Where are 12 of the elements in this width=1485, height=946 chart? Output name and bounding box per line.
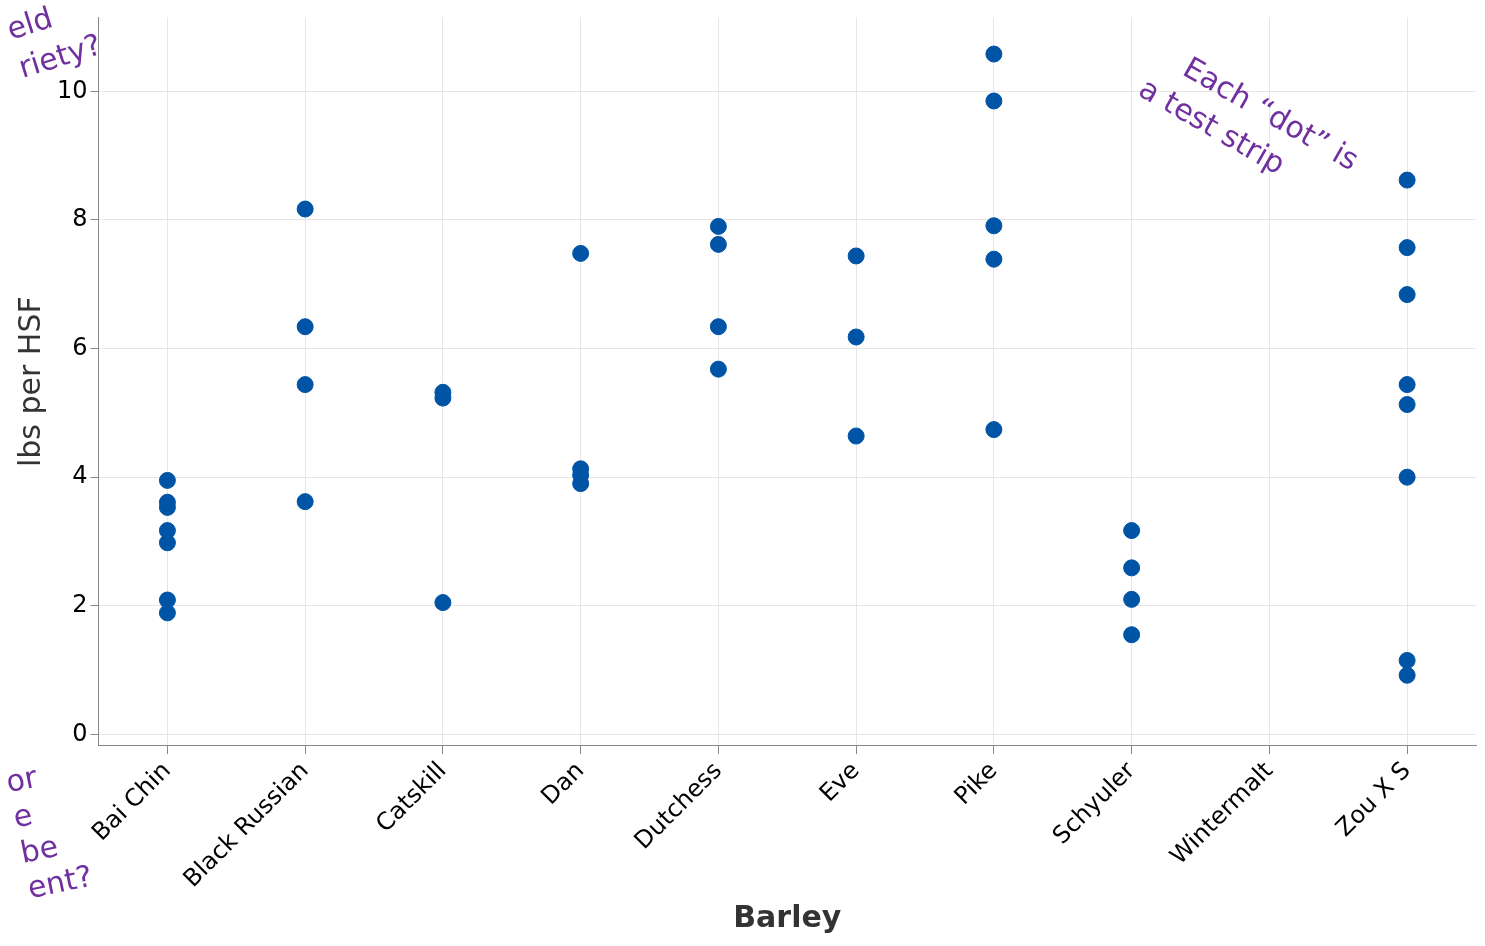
y-tick-label: 6 [72, 332, 88, 361]
y-axis-title: lbs per HSF [11, 296, 47, 468]
x-axis-title: Barley [733, 898, 842, 934]
x-tick-label: Zou X S [1330, 756, 1416, 842]
x-tick-label: Dan [535, 756, 590, 811]
x-tick-label: Pike [948, 756, 1003, 811]
y-tick-label: 8 [72, 204, 88, 233]
y-tick-label: 10 [56, 75, 88, 104]
y-tick-label: 2 [72, 590, 88, 619]
x-tick-label: Eve [813, 756, 865, 808]
y-tick-label: 0 [72, 718, 88, 747]
y-tick-label: 4 [72, 461, 88, 490]
